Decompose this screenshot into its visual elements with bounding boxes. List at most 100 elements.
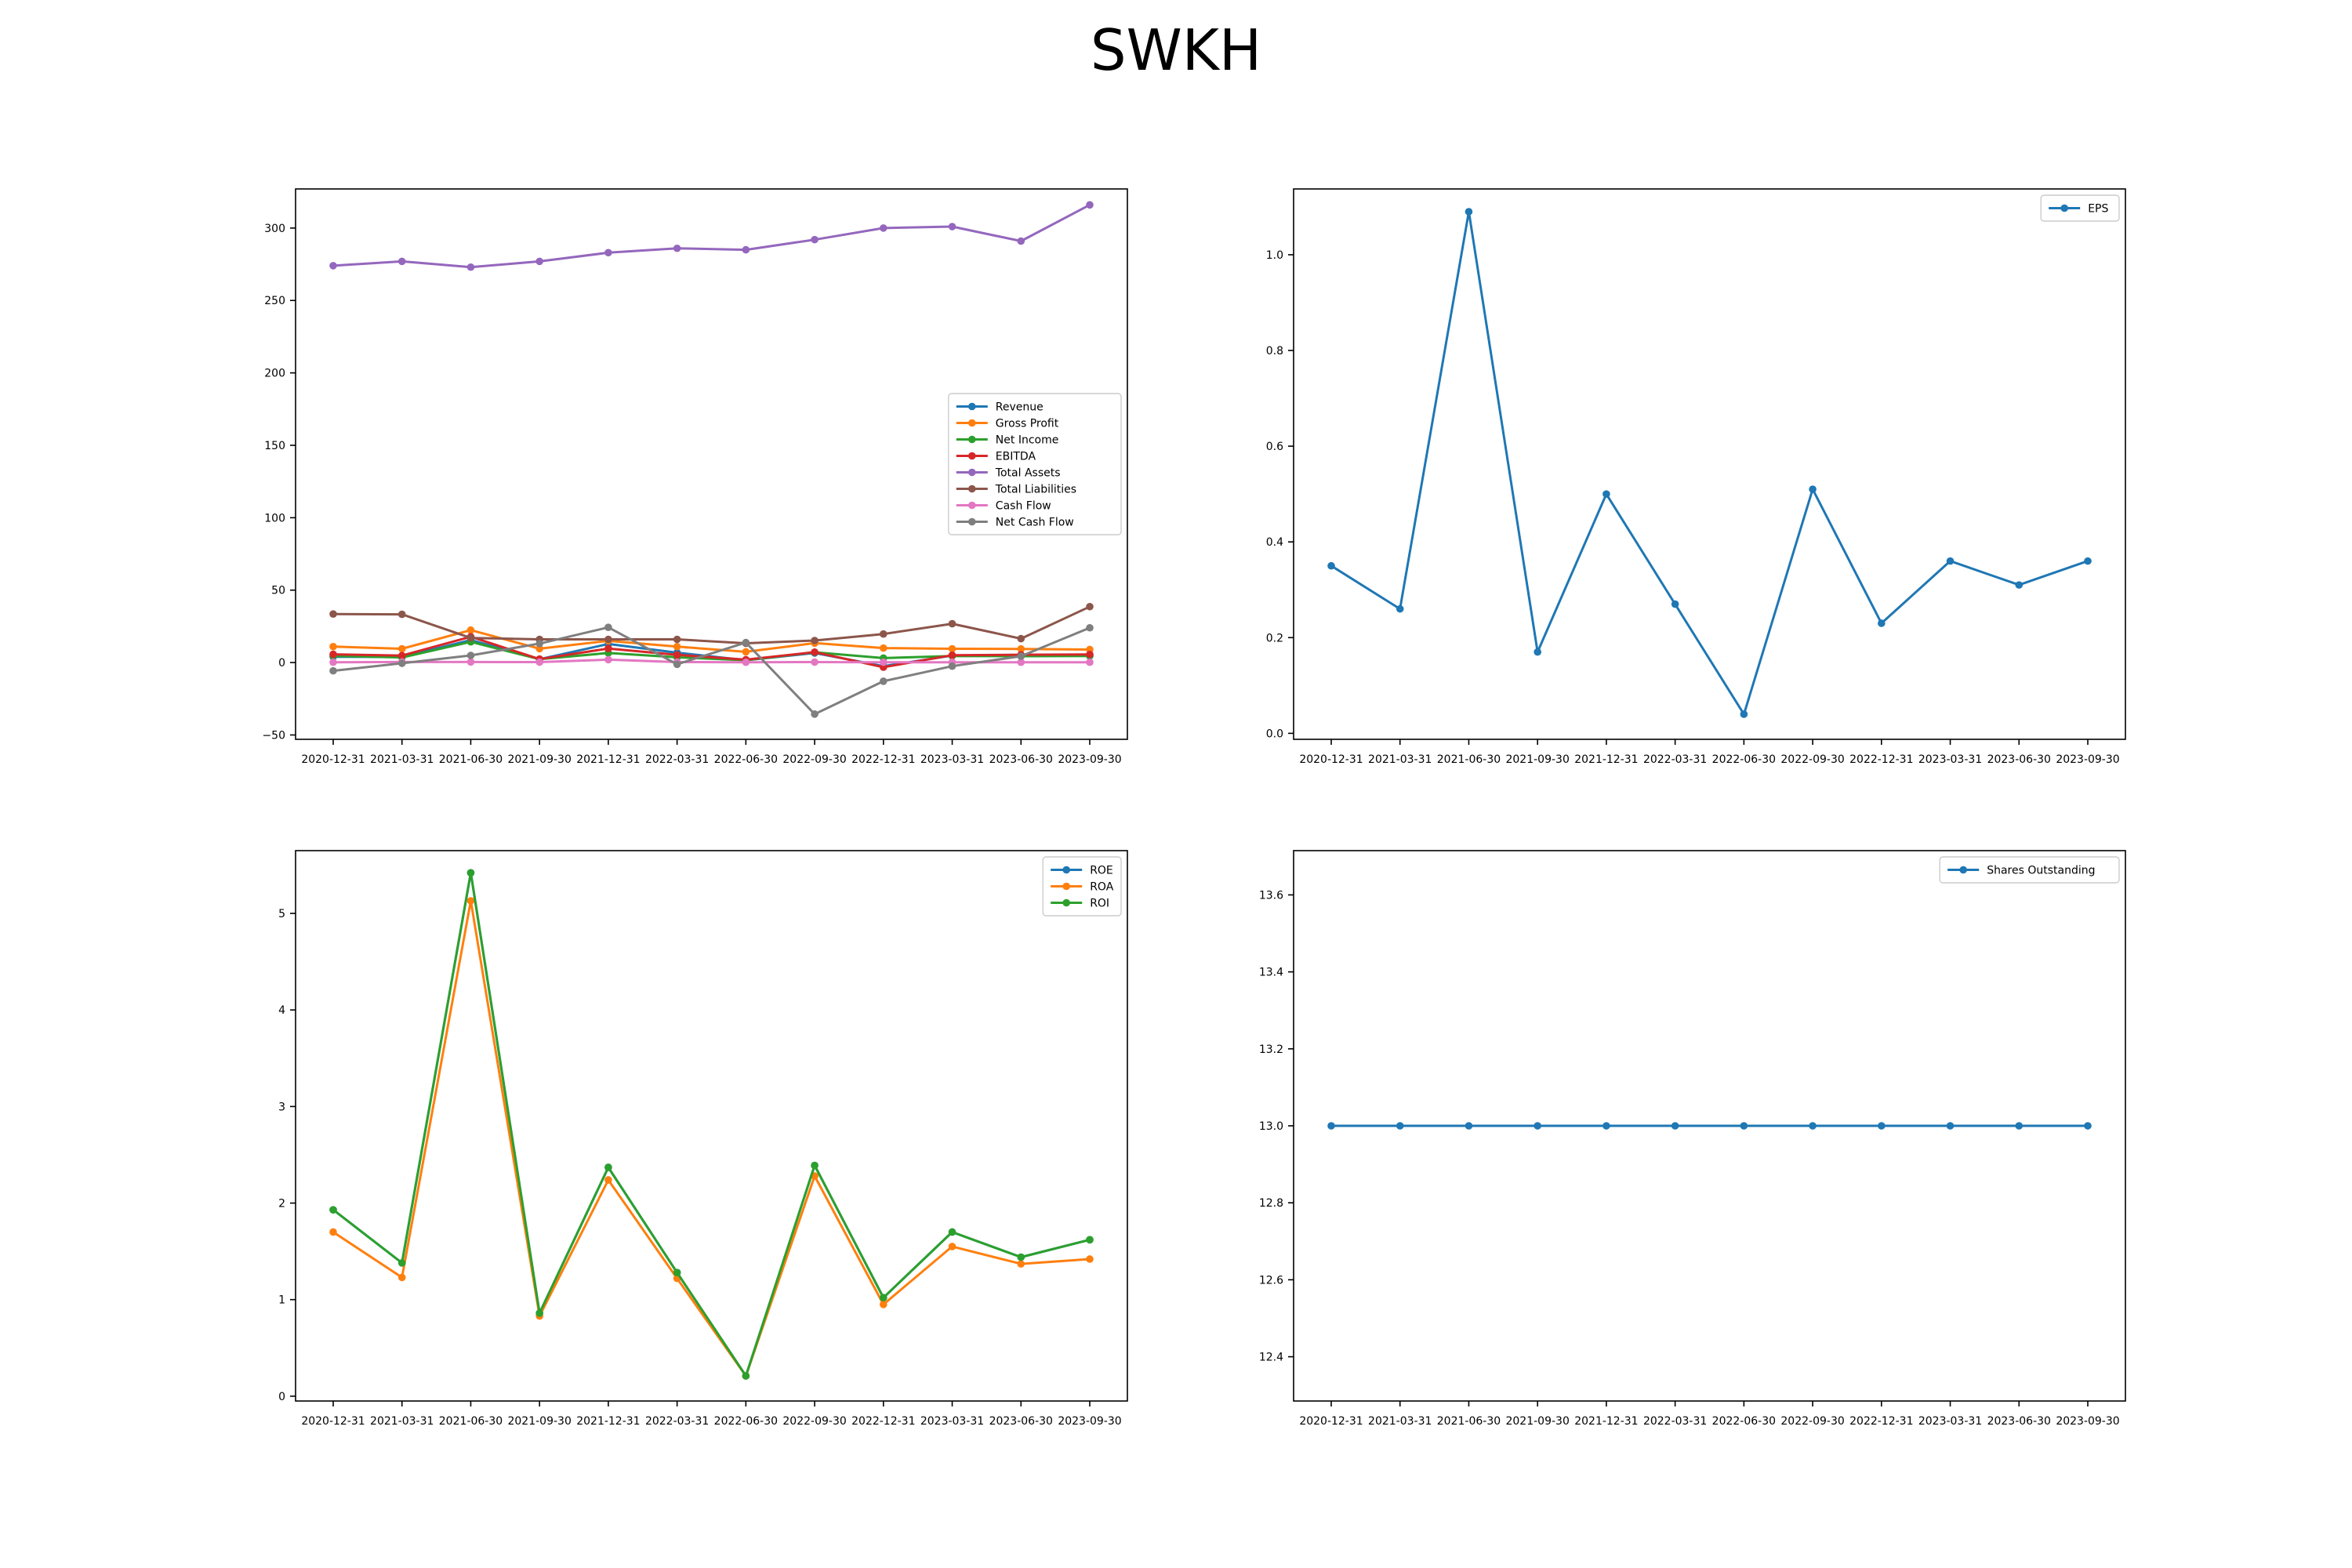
- x-tick-label: 2022-03-31: [1643, 1415, 1707, 1428]
- data-point: [1017, 237, 1025, 245]
- series-roi: [329, 869, 1094, 1380]
- series-eps: [1327, 208, 2092, 718]
- x-tick-label: 2021-12-31: [1574, 1415, 1638, 1428]
- data-point: [1809, 1122, 1817, 1130]
- data-point: [1740, 710, 1748, 718]
- data-point: [673, 651, 681, 659]
- series-roa: [329, 897, 1094, 1380]
- y-tick-label: 4: [278, 1004, 285, 1017]
- legend: EPS: [2040, 194, 2120, 222]
- y-tick-label: 1: [278, 1294, 285, 1307]
- data-point: [1396, 604, 1404, 613]
- data-point: [948, 1228, 956, 1236]
- x-tick-label: 2021-03-31: [1368, 1415, 1432, 1428]
- y-tick-label: 0: [278, 1391, 285, 1403]
- x-tick-label: 2021-06-30: [1437, 1415, 1501, 1428]
- data-point: [1327, 1122, 1335, 1130]
- legend-label: Revenue: [996, 401, 1044, 414]
- data-point: [948, 662, 956, 670]
- x-tick-label: 2021-03-31: [1368, 753, 1432, 766]
- data-point: [1878, 1122, 1886, 1130]
- data-point: [2084, 557, 2092, 565]
- y-tick-label: −50: [262, 729, 285, 742]
- legend-label: Net Cash Flow: [996, 517, 1074, 529]
- data-point: [673, 1269, 681, 1276]
- data-point: [742, 1372, 750, 1380]
- axes-frame: [295, 850, 1128, 1402]
- y-tick-label: 12.6: [1259, 1274, 1283, 1287]
- legend: ROE ROA ROI: [1042, 856, 1122, 916]
- x-tick-label: 2023-09-30: [2056, 1415, 2119, 1428]
- legend-label: ROA: [1090, 881, 1114, 894]
- x-tick-label: 2023-03-31: [1918, 753, 1982, 766]
- data-point: [742, 245, 750, 254]
- x-tick-label: 2021-06-30: [1437, 753, 1501, 766]
- data-point: [535, 658, 543, 666]
- series-line: [332, 626, 1091, 716]
- x-tick-label: 2023-03-31: [920, 753, 984, 766]
- data-point: [329, 610, 337, 619]
- data-point: [880, 224, 887, 232]
- x-tick-label: 2021-12-31: [576, 753, 640, 766]
- x-tick-label: 2021-03-31: [370, 1415, 434, 1428]
- y-tick-label: 12.8: [1259, 1197, 1283, 1210]
- y-tick-label: 12.4: [1259, 1352, 1283, 1364]
- data-point: [2084, 1122, 2092, 1130]
- legend-marker: [968, 517, 976, 526]
- data-point: [1534, 648, 1541, 656]
- data-point: [329, 650, 337, 659]
- y-tick-label: 150: [264, 440, 285, 452]
- legend-label: ROE: [1090, 865, 1113, 877]
- data-point: [811, 658, 818, 666]
- data-point: [1086, 658, 1094, 666]
- legend-box: [1939, 856, 2120, 884]
- figure-title: SWKH: [1090, 17, 1262, 83]
- y-tick-label: 5: [278, 908, 285, 920]
- legend-label: Cash Flow: [996, 500, 1051, 513]
- data-point: [397, 659, 406, 667]
- x-tick-label: 2022-03-31: [645, 1415, 709, 1428]
- data-point: [1740, 1122, 1748, 1130]
- data-point: [811, 637, 818, 644]
- x-tick-label: 2022-09-30: [1780, 1415, 1844, 1428]
- y-tick-label: 0.6: [1266, 441, 1283, 453]
- data-point: [948, 644, 956, 653]
- x-tick-label: 2022-06-30: [714, 753, 778, 766]
- series-total-liabilities: [329, 602, 1094, 648]
- data-point: [1946, 557, 1955, 565]
- data-point: [1086, 201, 1094, 209]
- legend-label: ROI: [1090, 898, 1109, 910]
- data-point: [2015, 581, 2024, 589]
- legend-marker: [968, 452, 976, 460]
- data-point: [535, 640, 543, 648]
- data-point: [1017, 1253, 1025, 1261]
- data-point: [604, 249, 612, 257]
- series-line: [332, 871, 1091, 1377]
- data-point: [466, 869, 475, 877]
- x-tick-label: 2020-12-31: [1299, 753, 1363, 766]
- x-tick-label: 2022-12-31: [1849, 1415, 1913, 1428]
- legend-marker: [1062, 866, 1070, 874]
- y-tick-label: 0.4: [1266, 536, 1283, 549]
- data-point: [948, 223, 956, 230]
- legend-marker: [2060, 204, 2068, 212]
- data-point: [742, 658, 750, 666]
- data-point: [673, 635, 681, 644]
- x-tick-label: 2021-12-31: [576, 1415, 640, 1428]
- legend-marker: [968, 485, 976, 493]
- series-roe: [329, 869, 1094, 1380]
- data-point: [397, 610, 406, 619]
- data-point: [604, 623, 612, 631]
- data-point: [604, 635, 612, 644]
- data-point: [466, 652, 475, 659]
- legend: Revenue Gross Profit Net Income EBITDA Total…: [948, 393, 1122, 535]
- x-tick-label: 2022-12-31: [851, 1415, 915, 1428]
- x-tick-label: 2023-09-30: [1058, 753, 1121, 766]
- data-point: [948, 1243, 956, 1250]
- data-point: [397, 1273, 406, 1282]
- data-point: [1465, 1122, 1473, 1130]
- data-point: [466, 633, 475, 642]
- legend-marker: [1062, 882, 1070, 891]
- data-point: [880, 630, 887, 638]
